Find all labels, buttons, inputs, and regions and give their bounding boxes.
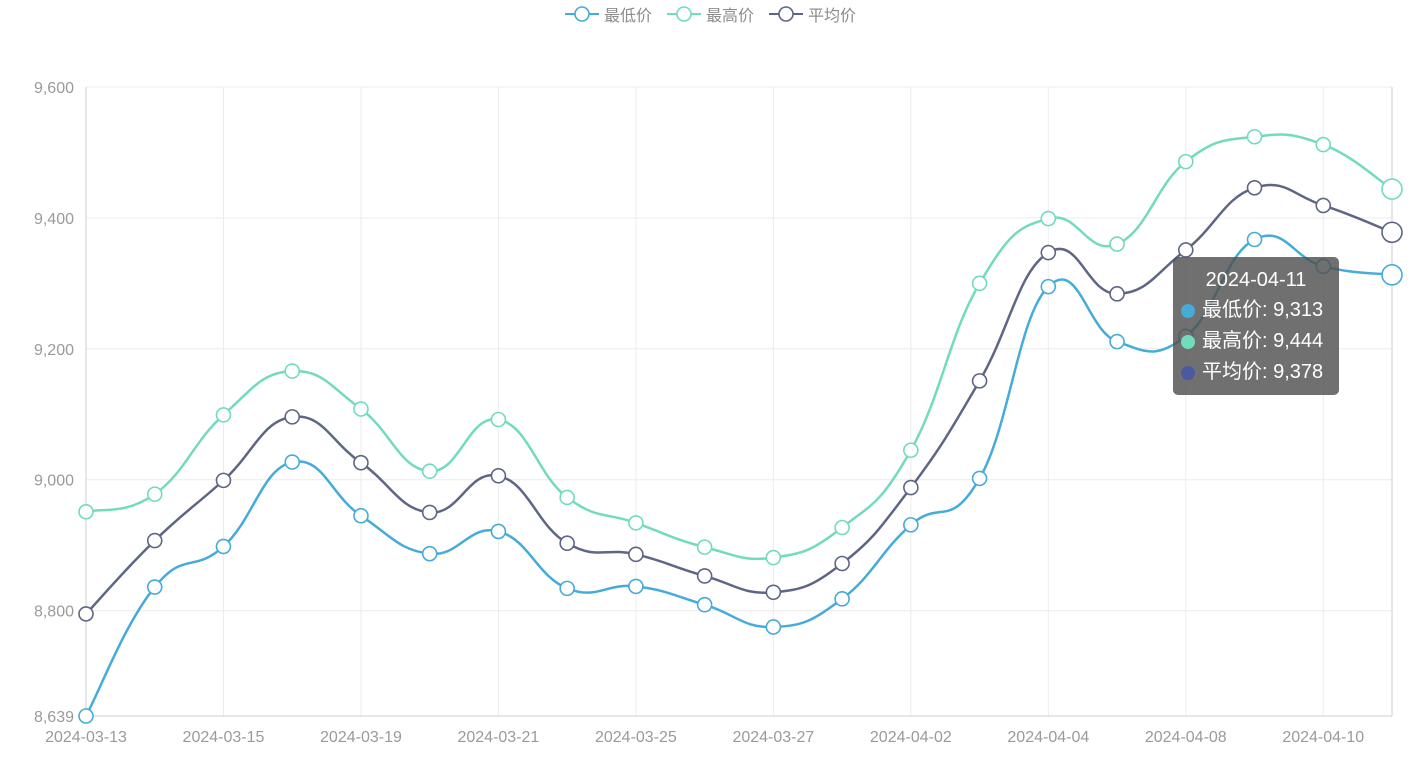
data-point-max [1381,178,1403,200]
data-point-avg [628,546,644,563]
data-point-min [559,580,575,597]
chart-legend: 最低价 最高价 平均价 [0,0,1420,28]
data-point-avg [765,584,782,601]
data-point-min [834,591,850,607]
legend-min-icon [564,6,599,22]
y-tick-label: 9,200 [34,342,74,359]
legend-label-avg: 平均价 [808,8,857,25]
data-point-min [903,517,919,533]
data-point-max [146,486,163,502]
data-point-min [490,523,507,540]
data-point-max [1109,236,1125,252]
chart-tooltip: 2024-04-11 最低价: 9,313 最高价: 9,444 平均价: 9,… [1173,257,1339,395]
x-tick-label: 2024-03-21 [457,729,539,746]
data-point-max [78,503,94,520]
data-point-max [1246,128,1263,145]
x-tick-label: 2024-03-15 [183,729,265,746]
tooltip-row-avg: 平均价: 9,378 [1181,357,1331,388]
data-point-max [1177,153,1194,170]
series-line-avg [85,183,1393,615]
legend-item-max[interactable]: 最高价 [666,2,754,26]
data-point-max [628,515,644,531]
legend-avg-icon [769,6,803,22]
legend-max-icon [666,6,701,22]
y-tick-label: 9,000 [34,473,74,490]
data-point-avg [284,409,301,425]
data-point-avg [1381,221,1403,244]
x-tick-label: 2024-03-27 [732,729,814,746]
x-tick-label: 2024-04-04 [1007,729,1089,746]
series-line-max [85,133,1393,561]
data-point-min [765,619,782,635]
data-point-max [490,411,507,428]
x-tick-label: 2024-04-08 [1145,729,1227,746]
data-point-avg [1109,286,1125,302]
data-point-avg [834,555,850,572]
data-point-avg [215,472,232,489]
data-point-avg [903,479,919,496]
data-point-avg [353,454,369,471]
data-point-min [1381,264,1403,286]
data-point-avg [490,467,507,484]
x-tick-label: 2024-04-10 [1282,729,1364,746]
legend-item-avg[interactable]: 平均价 [768,2,856,26]
data-point-avg [421,504,438,521]
y-tick-label: 9,400 [34,211,74,228]
y-tick-label: 8,800 [34,604,74,621]
data-point-avg [1315,197,1332,214]
data-point-avg [971,373,988,389]
tooltip-avg-value: 平均价: 9,378 [1202,361,1324,383]
tooltip-title: 2024-04-11 [1205,269,1307,291]
data-point-avg [146,532,163,549]
legend-label-max: 最高价 [705,8,754,25]
data-point-max [1040,210,1057,227]
x-tick-label: 2024-03-13 [45,729,127,746]
data-point-min [628,578,644,595]
tooltip-row-min: 最低价: 9,313 [1181,295,1331,326]
tooltip-max-dot-icon [1181,334,1195,349]
data-point-max [696,539,713,555]
tooltip-min-dot-icon [1181,303,1195,318]
data-point-min [78,708,94,724]
data-point-max [284,363,301,379]
y-tick-label: 8,639 [34,709,74,726]
data-point-max [559,489,575,506]
data-point-max [834,519,850,536]
data-point-max [421,463,438,480]
x-tick-label: 2024-03-19 [320,729,402,746]
x-tick-label: 2024-04-02 [870,729,952,746]
data-point-min [696,596,713,613]
x-tick-label: 2024-03-25 [595,729,677,746]
data-point-min [215,538,232,555]
data-point-min [421,545,438,562]
data-point-avg [1246,179,1263,196]
data-point-max [215,407,232,423]
data-point-min [284,454,301,470]
data-point-avg [1040,244,1057,261]
tooltip-avg-dot-icon [1181,365,1195,380]
data-point-max [903,442,919,459]
data-point-min [1246,231,1263,248]
y-tick-label: 9,600 [34,80,74,97]
data-point-max [971,275,988,292]
data-point-min [353,507,369,524]
data-point-max [1315,136,1332,153]
tooltip-min-value: 最低价: 9,313 [1202,299,1324,321]
data-point-avg [696,568,713,584]
legend-item-min[interactable]: 最低价 [564,2,652,26]
data-point-avg [559,535,575,552]
data-point-avg [78,606,94,622]
tooltip-row-max: 最高价: 9,444 [1181,326,1331,357]
data-point-avg [1177,242,1194,258]
data-point-max [353,401,369,417]
data-point-min [971,470,988,487]
legend-label-min: 最低价 [603,8,652,25]
data-point-min [1109,333,1125,350]
tooltip-max-value: 最高价: 9,444 [1202,330,1324,352]
data-point-max [765,549,782,566]
data-point-min [146,579,163,595]
data-point-min [1040,278,1057,295]
